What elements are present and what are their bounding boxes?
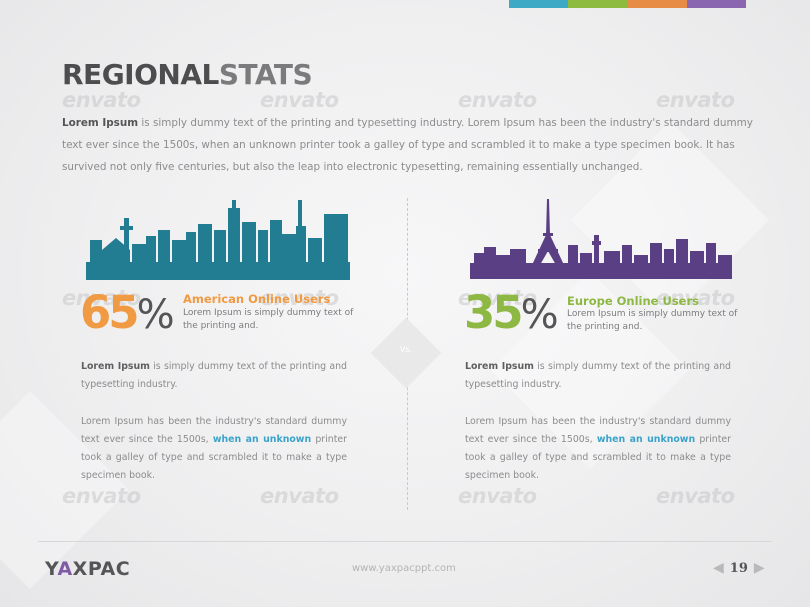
title-part-regional: REGIONAL	[62, 58, 219, 91]
watermark: envato	[62, 484, 141, 508]
watermark: envato	[458, 88, 537, 112]
footer-url: www.yaxpacppt.com	[352, 563, 456, 574]
europe-stat-desc: Lorem Ipsum is simply dummy text of the …	[567, 309, 738, 332]
vs-label: Vs.	[399, 345, 413, 354]
europe-percent: 35%	[464, 290, 559, 335]
brand-logo: YAXPAC	[45, 558, 130, 580]
watermark: envato	[656, 286, 735, 310]
footer-divider	[38, 541, 772, 542]
title-part-stats: STATS	[218, 58, 313, 91]
watermark: envato	[656, 88, 735, 112]
color-bar-green	[568, 0, 628, 8]
europe-p2-after: printer took a galley of type and scramb…	[465, 434, 731, 481]
american-p2-before: Lorem Ipsum has been the industry's stan…	[81, 416, 347, 445]
watermark: envato	[260, 286, 339, 310]
american-p2-highlight: when an unknown	[212, 434, 312, 445]
pagination: ◀ 19 ▶	[713, 560, 765, 576]
intro-body: is simply dummy text of the printing and…	[62, 117, 753, 173]
american-p1-body: is simply dummy text of the printing and…	[81, 361, 347, 390]
watermark: envato	[458, 484, 537, 508]
watermark: envato	[458, 286, 537, 310]
page-number: 19	[729, 560, 748, 576]
american-stat-desc: Lorem Ipsum is simply dummy text of the …	[183, 308, 354, 331]
logo-part-3: XPAC	[72, 558, 131, 580]
american-percent-symbol: %	[136, 292, 175, 338]
watermark: envato	[62, 88, 141, 112]
american-percent: 65%	[80, 290, 175, 335]
color-bar-purple	[686, 0, 746, 8]
europe-paragraph-1: Lorem Ipsum is simply dummy text of the …	[465, 358, 731, 394]
watermark: envato	[62, 286, 141, 310]
europe-percent-symbol: %	[520, 292, 559, 338]
chevron-left-icon[interactable]: ◀	[713, 560, 724, 576]
europe-p1-body: is simply dummy text of the printing and…	[465, 361, 731, 390]
american-p2-after: printer took a galley of type and scramb…	[81, 434, 347, 481]
logo-part-2: A	[57, 558, 73, 580]
american-paragraph-1: Lorem Ipsum is simply dummy text of the …	[81, 358, 347, 394]
american-stat-title: American Online Users	[183, 292, 331, 306]
american-percent-value: 65	[80, 286, 140, 339]
watermark: envato	[260, 88, 339, 112]
color-bar	[509, 0, 746, 8]
europe-paragraph-2: Lorem Ipsum has been the industry's stan…	[465, 413, 731, 485]
intro-lead: Lorem Ipsum	[62, 117, 139, 129]
europe-stat-title: Europe Online Users	[567, 294, 699, 308]
american-p1-lead: Lorem Ipsum	[81, 361, 150, 372]
watermark: envato	[260, 484, 339, 508]
europe-p2-before: Lorem Ipsum has been the industry's stan…	[465, 416, 731, 445]
american-paragraph-2: Lorem Ipsum has been the industry's stan…	[81, 413, 347, 485]
chevron-right-icon[interactable]: ▶	[753, 560, 765, 576]
europe-p1-lead: Lorem Ipsum	[465, 361, 534, 372]
logo-part-1: Y	[45, 558, 58, 580]
page-title: REGIONALSTATS	[62, 58, 313, 91]
color-bar-blue	[509, 0, 569, 8]
europe-p2-highlight: when an unknown	[596, 434, 696, 445]
american-skyline-image	[86, 200, 350, 280]
color-bar-orange	[627, 0, 687, 8]
watermark: envato	[656, 484, 735, 508]
europe-percent-value: 35	[464, 286, 524, 339]
intro-paragraph: Lorem Ipsum is simply dummy text of the …	[62, 112, 762, 178]
europe-skyline-image	[470, 199, 732, 279]
